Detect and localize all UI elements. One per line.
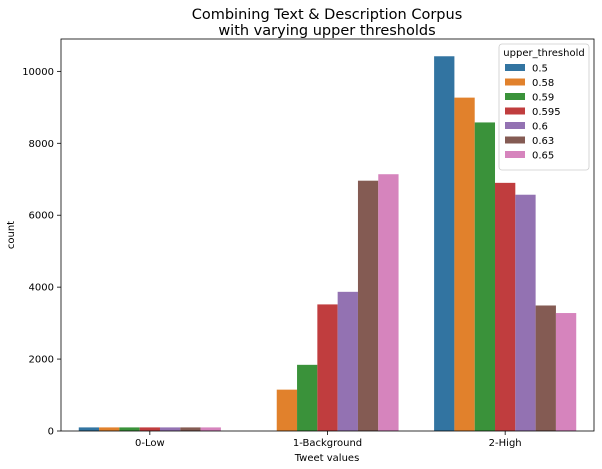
legend-label: 0.63: [532, 136, 554, 147]
y-tick-label: 0: [48, 427, 54, 438]
bar: [357, 180, 379, 431]
bar: [434, 56, 455, 431]
bar: [78, 427, 100, 431]
bar: [297, 364, 318, 431]
chart-title: Combining Text & Description Corpus: [192, 7, 463, 23]
legend: upper_threshold 0.5 0.58 0.59 0.595 0.6 0.63 0…: [498, 43, 590, 171]
legend-label: 0.595: [532, 107, 561, 118]
legend-label: 0.58: [532, 78, 554, 89]
y-axis-ticks: 0 2000 4000 6000 8000 10000: [22, 67, 61, 438]
bar: [99, 427, 120, 431]
legend-swatch: [505, 136, 525, 144]
legend-title: upper_threshold: [503, 48, 584, 59]
bar: [454, 97, 475, 432]
bar: [515, 194, 536, 431]
legend-label: 0.6: [532, 122, 548, 133]
x-tick-label: 0-Low: [135, 438, 165, 449]
chart-subtitle: with varying upper thresholds: [218, 23, 435, 39]
bar: [474, 122, 496, 431]
x-axis-label: Tweet values: [294, 453, 360, 464]
legend-swatch: [505, 93, 525, 100]
legend-swatch: [505, 78, 525, 86]
legend-label: 0.5: [532, 64, 548, 75]
bar: [159, 427, 181, 431]
plot-frame: [60, 38, 595, 432]
y-tick-label: 6000: [29, 211, 54, 222]
x-tick-label: 1-Background: [293, 438, 362, 449]
y-tick-label: 10000: [22, 67, 54, 78]
y-axis-label: count: [6, 221, 17, 249]
y-tick-label: 2000: [29, 355, 54, 366]
bar: [337, 291, 358, 431]
bar: [378, 174, 399, 431]
legend-swatch: [505, 107, 525, 115]
bar: [317, 304, 338, 431]
legend-swatch: [505, 151, 525, 158]
y-tick-label: 4000: [29, 283, 54, 294]
bar: [180, 427, 201, 431]
legend-label: 0.65: [532, 151, 554, 162]
legend-swatch: [505, 122, 525, 129]
x-axis-ticks: 0-Low 1-Background 2-High: [135, 431, 522, 449]
y-tick-label: 8000: [29, 139, 54, 150]
x-tick-label: 2-High: [489, 438, 522, 449]
bars: [78, 56, 577, 432]
bar: [200, 427, 221, 431]
legend-label: 0.59: [532, 93, 554, 104]
bar: [535, 305, 556, 431]
bar: [555, 313, 577, 431]
bar: [119, 427, 140, 431]
bar: [139, 427, 160, 431]
bar: [495, 182, 516, 431]
bar: [276, 389, 298, 431]
legend-swatch: [505, 64, 525, 71]
